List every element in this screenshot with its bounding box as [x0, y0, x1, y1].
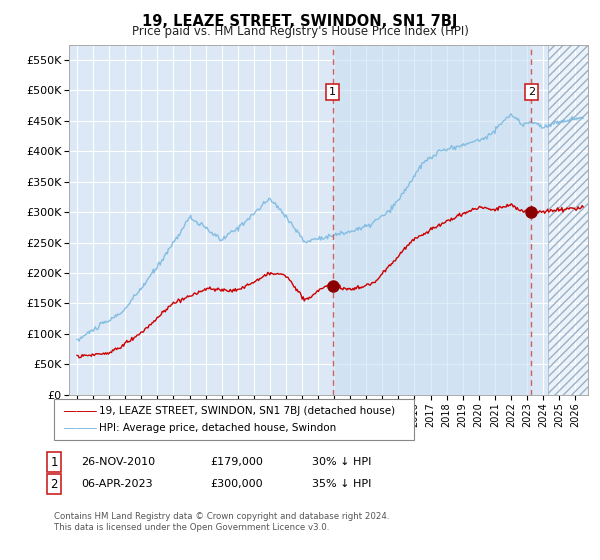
Text: 06-APR-2023: 06-APR-2023	[81, 479, 152, 489]
Text: Contains HM Land Registry data © Crown copyright and database right 2024.
This d: Contains HM Land Registry data © Crown c…	[54, 512, 389, 532]
Text: £179,000: £179,000	[210, 457, 263, 467]
Text: Price paid vs. HM Land Registry's House Price Index (HPI): Price paid vs. HM Land Registry's House …	[131, 25, 469, 38]
Bar	[548, 45, 588, 395]
Text: HPI: Average price, detached house, Swindon: HPI: Average price, detached house, Swin…	[99, 423, 336, 433]
Text: ─────: ─────	[63, 423, 97, 433]
Text: 1: 1	[329, 87, 336, 97]
Bar	[332, 45, 531, 395]
Text: 30% ↓ HPI: 30% ↓ HPI	[312, 457, 371, 467]
Text: 19, LEAZE STREET, SWINDON, SN1 7BJ: 19, LEAZE STREET, SWINDON, SN1 7BJ	[142, 14, 458, 29]
Text: 2: 2	[50, 478, 58, 491]
Text: 2: 2	[528, 87, 535, 97]
Text: 1: 1	[50, 455, 58, 469]
Text: ─────: ─────	[63, 405, 97, 416]
Text: 19, LEAZE STREET, SWINDON, SN1 7BJ (detached house): 19, LEAZE STREET, SWINDON, SN1 7BJ (deta…	[99, 405, 395, 416]
Text: £300,000: £300,000	[210, 479, 263, 489]
Text: 35% ↓ HPI: 35% ↓ HPI	[312, 479, 371, 489]
Bar	[548, 45, 588, 395]
Text: 26-NOV-2010: 26-NOV-2010	[81, 457, 155, 467]
